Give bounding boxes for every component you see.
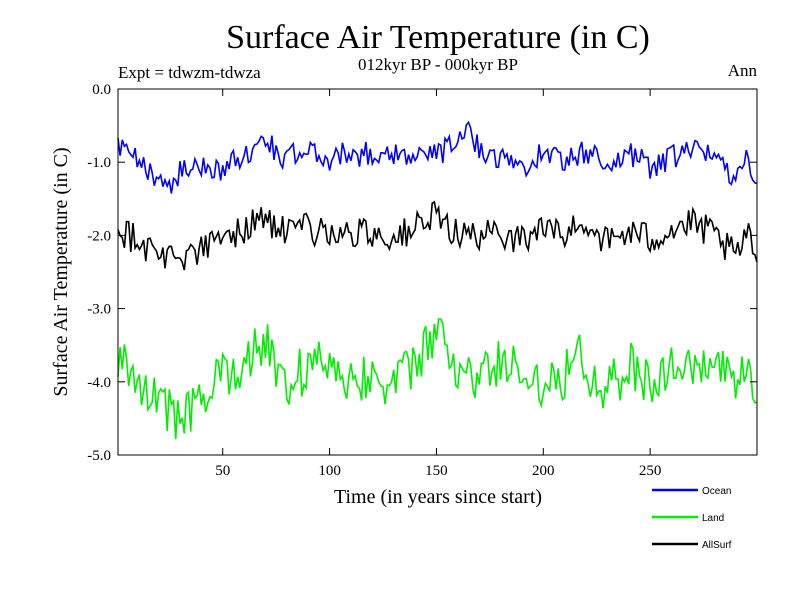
series-line-land bbox=[117, 318, 758, 440]
x-tick-label: 200 bbox=[532, 463, 555, 479]
legend-label-land: Land bbox=[702, 513, 724, 524]
legend: Ocean Land AllSurf bbox=[652, 486, 732, 551]
y-tick-label: -2.0 bbox=[87, 228, 111, 244]
y-axis-label: Surface Air Temperature (in C) bbox=[50, 147, 72, 396]
legend-label-allsurf: AllSurf bbox=[702, 540, 732, 551]
series-line-allsurf bbox=[117, 200, 758, 271]
x-tick-label: 250 bbox=[639, 463, 662, 479]
y-tick-label: 0.0 bbox=[92, 82, 111, 98]
y-tick-label: -3.0 bbox=[87, 302, 111, 318]
axis-ticks: 50 100 150 200 250 0.0 -1.0 -2.0 -3.0 -4.0 -5.0 bbox=[87, 82, 757, 479]
y-tick-label: -4.0 bbox=[87, 375, 111, 391]
x-tick-label: 50 bbox=[215, 463, 230, 479]
chart-subtitle: 012kyr BP - 000kyr BP bbox=[358, 55, 518, 74]
series-line-ocean bbox=[117, 120, 758, 194]
chart-title: Surface Air Temperature (in C) bbox=[226, 19, 650, 56]
x-tick-label: 100 bbox=[318, 463, 341, 479]
series-layer bbox=[117, 120, 758, 440]
y-tick-label: -5.0 bbox=[87, 448, 111, 464]
x-tick-label: 150 bbox=[425, 463, 448, 479]
x-axis-label: Time (in years since start) bbox=[334, 486, 542, 508]
season-label: Ann bbox=[728, 61, 758, 80]
y-tick-label: -1.0 bbox=[87, 155, 111, 171]
plot-frame bbox=[117, 88, 758, 456]
legend-label-ocean: Ocean bbox=[702, 486, 731, 497]
experiment-label: Expt = tdwzm-tdwza bbox=[118, 63, 261, 82]
